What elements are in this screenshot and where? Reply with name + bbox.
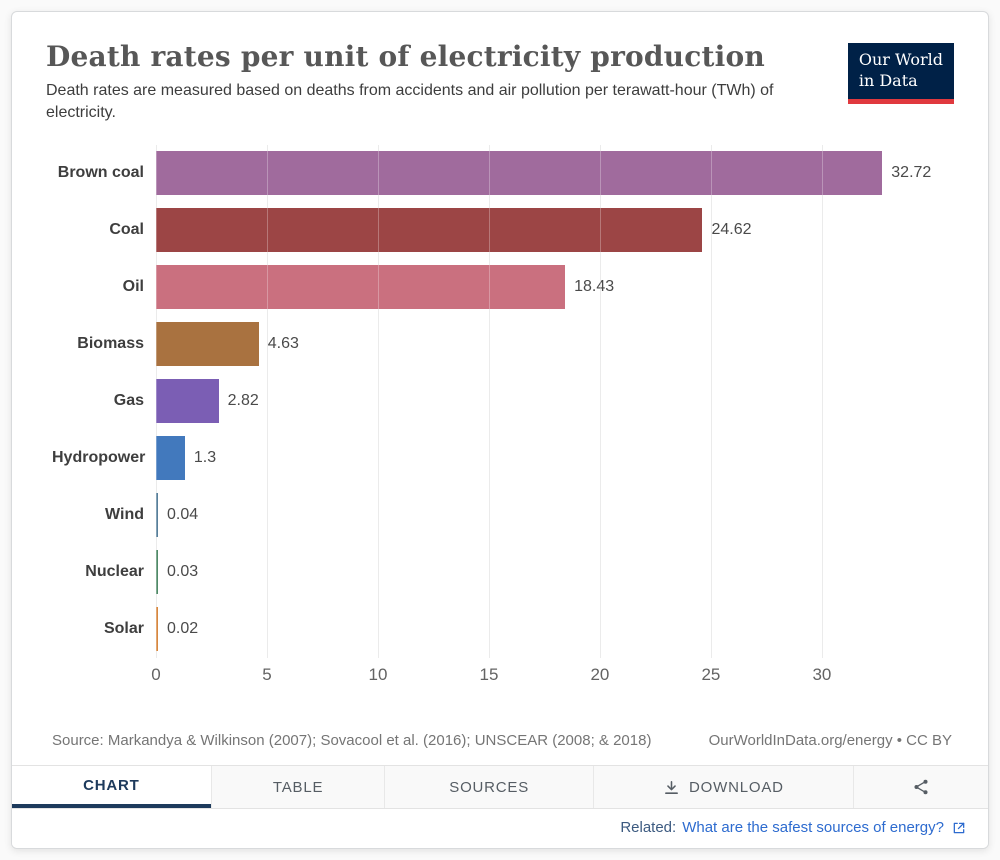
category-label: Hydropower — [52, 449, 146, 467]
owid-logo-line1: Our World — [858, 50, 943, 69]
bar-row: Oil 18.43 — [123, 259, 944, 316]
value-label: 0.02 — [167, 620, 199, 638]
x-axis-tick: 30 — [812, 664, 832, 684]
tab-bar: CHART TABLE SOURCES DOWNLOAD — [12, 765, 988, 809]
value-label: 2.82 — [227, 392, 259, 410]
tab-sources-label: SOURCES — [449, 778, 530, 796]
bar-coal[interactable] — [156, 208, 703, 253]
value-label: 0.04 — [167, 506, 199, 524]
x-axis-tick: 15 — [479, 664, 499, 684]
category-label: Wind — [105, 506, 144, 524]
category-label: Solar — [103, 620, 144, 638]
bar-hydropower[interactable] — [156, 436, 185, 481]
related-link[interactable]: What are the safest sources of energy? — [682, 819, 944, 836]
plot-area: Brown coal 32.72 Coal 24.62 Oil 18.43 Biomass 4… — [52, 144, 944, 658]
share-button[interactable] — [853, 766, 988, 808]
bar-row: Hydropower 1.3 — [52, 430, 944, 487]
chart-subtitle: Death rates are measured based on deaths… — [46, 82, 774, 122]
value-label: 32.72 — [891, 164, 932, 182]
bar-oil[interactable] — [156, 265, 566, 310]
x-axis-tick: 20 — [590, 664, 610, 684]
owid-logo-line2: in Data — [858, 70, 918, 90]
bar-gas[interactable] — [156, 379, 219, 424]
value-label: 24.62 — [711, 221, 752, 239]
value-label: 1.3 — [193, 449, 217, 467]
x-axis-tick: 10 — [368, 664, 388, 684]
bar-solar[interactable] — [156, 607, 158, 652]
owid-logo[interactable]: Our World in Data — [847, 43, 954, 104]
chart-footnote: Source: Markandya & Wilkinson (2007); So… — [12, 718, 988, 765]
category-label: Oil — [122, 278, 144, 296]
tab-download[interactable]: DOWNLOAD — [592, 766, 853, 808]
bar-brown-coal[interactable] — [156, 151, 883, 196]
chart-card: Death rates per unit of electricity prod… — [11, 11, 989, 849]
external-link-icon — [952, 821, 966, 835]
category-label: Gas — [113, 392, 144, 410]
tab-table[interactable]: TABLE — [210, 766, 385, 808]
tab-table-label: TABLE — [272, 778, 324, 796]
bar-row: Wind 0.04 — [105, 487, 944, 544]
category-label: Brown coal — [57, 164, 144, 182]
category-label: Coal — [109, 221, 144, 239]
bar-row: Gas 2.82 — [114, 373, 944, 430]
value-label: 4.63 — [267, 335, 299, 353]
related-prefix: Related: — [620, 819, 677, 836]
bar-biomass[interactable] — [156, 322, 259, 367]
tab-sources[interactable]: SOURCES — [384, 766, 593, 808]
x-axis: 0 5 10 15 20 25 30 — [151, 658, 944, 694]
bar-row: Solar 0.02 — [104, 601, 944, 658]
bar-row: Brown coal 32.72 — [58, 145, 944, 202]
bar-wind[interactable] — [156, 493, 158, 538]
chart-header: Death rates per unit of electricity prod… — [12, 12, 988, 133]
value-label: 0.03 — [167, 563, 199, 581]
bar-row: Nuclear 0.03 — [85, 544, 944, 601]
category-label: Biomass — [77, 335, 144, 353]
tab-chart-label: CHART — [83, 776, 140, 794]
bar-row: Biomass 4.63 — [77, 316, 944, 373]
header-text: Death rates per unit of electricity prod… — [46, 40, 846, 125]
category-label: Nuclear — [85, 563, 144, 581]
bar-nuclear[interactable] — [156, 550, 158, 595]
source-note: Source: Markandya & Wilkinson (2007); So… — [52, 732, 652, 749]
related-row: Related: What are the safest sources of … — [12, 809, 988, 848]
bar-row: Coal 24.62 — [109, 202, 944, 259]
attribution: OurWorldInData.org/energy • CC BY — [708, 732, 952, 749]
chart-title: Death rates per unit of electricity prod… — [46, 40, 765, 73]
value-label: 18.43 — [574, 278, 615, 296]
x-axis-tick: 5 — [262, 664, 272, 684]
download-icon — [663, 779, 680, 796]
bar-chart: Brown coal 32.72 Coal 24.62 Oil 18.43 Biomass 4… — [12, 133, 988, 694]
tab-chart[interactable]: CHART — [12, 766, 211, 808]
x-axis-tick: 25 — [701, 664, 721, 684]
share-icon — [912, 778, 930, 796]
x-axis-tick: 0 — [151, 664, 161, 684]
tab-download-label: DOWNLOAD — [689, 778, 784, 796]
